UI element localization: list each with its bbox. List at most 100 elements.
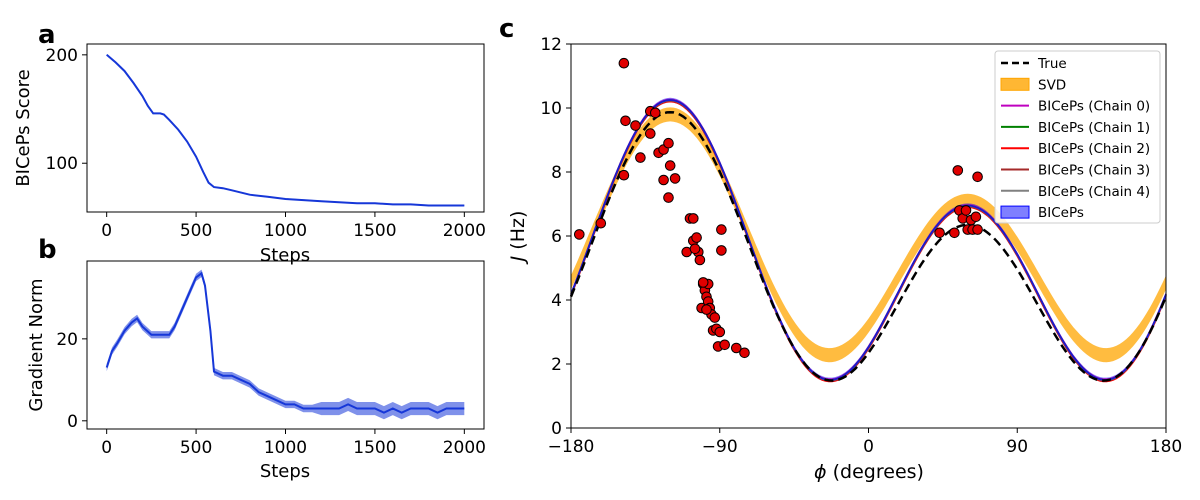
data-point [714, 326, 726, 338]
data-point [709, 312, 721, 323]
chart-a-xticks: 0 500 1000 1500 2000 [101, 212, 486, 241]
chart-b: 0 500 1000 1500 2000 0 20 Steps Gradient Norm [26, 260, 486, 482]
chart-b-xtick-label: 2000 [443, 438, 486, 458]
panel-label-a: a [38, 20, 56, 50]
chart-c-xtick-label: −90 [702, 437, 738, 457]
data-point [691, 232, 702, 243]
data-point [934, 227, 945, 239]
data-point [635, 152, 646, 163]
chart-a-ytick-label: 100 [46, 154, 78, 174]
chart-b-line [105, 271, 465, 414]
chart-c-xtick-label: 90 [1006, 437, 1028, 457]
chart-b-xtick-label: 1500 [353, 438, 396, 458]
data-point [664, 160, 676, 171]
chart-b-ytick-label: 20 [56, 330, 78, 350]
data-point [972, 224, 983, 235]
data-point [716, 224, 727, 235]
chart-a: 0 500 1000 1500 2000 100 200 Steps BICePs Sco… [13, 43, 486, 266]
chart-c-xtick-label: 0 [863, 437, 874, 457]
chart-b-yticks: 0 20 [56, 330, 87, 432]
legend-swatch-svd [1000, 77, 1030, 91]
chart-c-ytick-label: 4 [551, 291, 562, 311]
chart-c-yticks: 0 2 4 6 8 10 12 [540, 35, 571, 439]
data-point [595, 217, 607, 229]
data-point [716, 245, 727, 256]
chart-a-xtick-label: 2000 [443, 221, 486, 241]
legend-label: SVD [1038, 77, 1066, 93]
chart-c-plot [569, 57, 1168, 383]
chart-b-xticks: 0 500 1000 1500 2000 [101, 429, 486, 458]
chart-a-plot [106, 54, 465, 207]
data-point [618, 169, 630, 181]
data-point [689, 243, 701, 255]
true-line [569, 110, 1168, 382]
chart-a-yticks: 100 200 [46, 46, 87, 174]
legend-swatch-biceps [1000, 205, 1030, 219]
legend-label: BICePs (Chain 0) [1038, 99, 1150, 115]
chart-c-ytick-label: 10 [540, 99, 562, 119]
chart-a-ytick-label: 200 [46, 46, 78, 66]
legend-label: BICePs (Chain 2) [1038, 141, 1150, 157]
chart-c-xtick-label: 180 [1150, 437, 1182, 457]
chart-c-xticks: −180 −90 0 90 180 [548, 428, 1182, 457]
chart-c-ytick-label: 12 [540, 35, 562, 55]
legend-box [994, 50, 1161, 224]
chart-b-xtick-label: 0 [101, 438, 112, 458]
panel-label-c: c [499, 14, 514, 44]
data-point [574, 229, 585, 240]
data-point [719, 339, 731, 351]
chart-c-legend: True SVD BICePs (Chain 0) BICePs (Chain 1) B… [994, 50, 1161, 224]
data-point [949, 227, 960, 239]
data-point [669, 173, 681, 184]
chart-a-xtick-label: 1500 [353, 221, 396, 241]
data-point [972, 171, 983, 183]
chart-c: −180 −90 0 90 180 0 2 4 6 8 10 12 ϕ (degrees) J (H… [507, 35, 1182, 483]
chart-c-ytick-label: 8 [551, 163, 562, 183]
chart-b-band [106, 269, 465, 420]
data-point [970, 211, 982, 223]
data-point [701, 304, 712, 315]
chart-a-ylabel: BICePs Score [13, 69, 34, 186]
chart-a-xtick-label: 500 [180, 221, 212, 241]
chart-b-ytick-label: 0 [67, 412, 78, 432]
chart-a-band [106, 54, 465, 207]
data-point [658, 174, 669, 186]
data-point [697, 277, 709, 288]
chart-a-frame [86, 43, 485, 213]
data-point [620, 115, 631, 127]
chart-a-xtick-label: 1000 [264, 221, 307, 241]
chart-c-xlabel: ϕ (degrees) [814, 461, 924, 483]
chart-c-ylabel: J (Hz) [507, 211, 529, 266]
chart-b-xtick-label: 1000 [264, 438, 307, 458]
data-point [630, 120, 641, 131]
data-point [663, 137, 674, 149]
chart-a-xlabel: Steps [260, 245, 310, 266]
chart-c-ytick-label: 2 [551, 355, 562, 375]
chart-b-plot [105, 269, 465, 420]
chart-c-ytick-label: 0 [551, 419, 562, 439]
data-point [650, 107, 661, 119]
chart-c-ytick-label: 6 [551, 227, 562, 247]
legend-label: BICePs (Chain 4) [1038, 184, 1150, 200]
chart-b-xtick-label: 500 [180, 438, 212, 458]
data-point [688, 213, 699, 224]
chart-a-xtick-label: 0 [101, 221, 112, 241]
legend-label: BICePs (Chain 1) [1038, 120, 1150, 136]
data-point [739, 347, 750, 359]
data-point [663, 192, 674, 203]
biceps-mean-line [570, 99, 1167, 381]
chart-a-line [106, 54, 465, 207]
chart-c-xtick-label: −180 [548, 437, 595, 457]
legend-label: BICePs (Chain 3) [1038, 163, 1150, 179]
chart-b-xlabel: Steps [260, 461, 310, 482]
data-point [952, 165, 964, 176]
legend-label: BICePs [1038, 205, 1084, 221]
chart-b-ylabel: Gradient Norm [26, 278, 47, 411]
data-point [694, 254, 706, 266]
panel-label-b: b [38, 235, 57, 265]
data-point [645, 128, 656, 139]
data-point [731, 342, 742, 354]
data-point [960, 205, 972, 216]
legend-label: True [1037, 56, 1067, 72]
